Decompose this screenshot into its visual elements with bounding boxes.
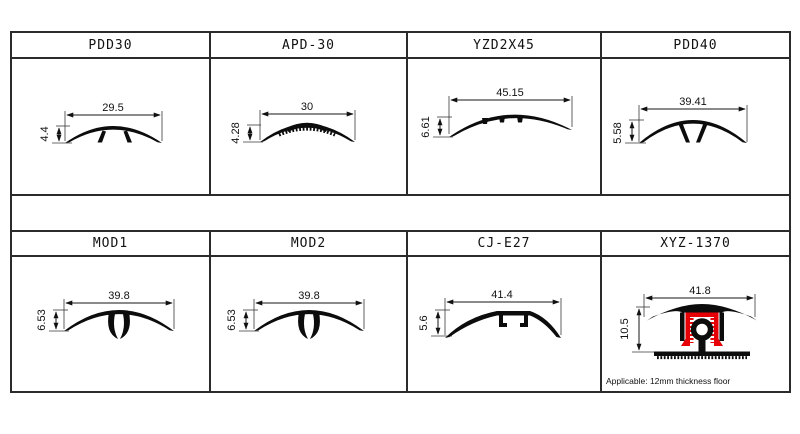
height-dimension: 4.28: [230, 122, 242, 143]
clip-red-bar: [685, 312, 719, 317]
profile-code: APD-30: [282, 37, 335, 53]
width-dimension: 39.8: [108, 290, 129, 302]
width-dimension: 39.8: [298, 290, 319, 302]
drawing-row-1: 29.5 4.4 30 4.28: [12, 59, 789, 196]
height-dimension: 5.6: [418, 315, 430, 330]
header-row-1: PDD30 APD-30 YZD2X45 PDD40: [12, 33, 789, 59]
header-cje27: CJ-E27: [408, 232, 602, 255]
profile-table: PDD30 APD-30 YZD2X45 PDD40 29.5 4.4: [10, 31, 791, 393]
profile-code: PDD40: [673, 37, 718, 53]
profile-code: MOD2: [290, 236, 327, 251]
width-dimension: 29.5: [102, 102, 123, 114]
height-dimension: 6.53: [226, 309, 238, 330]
profile-drawing-mod1: 39.8 6.53: [36, 290, 175, 339]
header-yzd2x45: YZD2X45: [408, 33, 602, 57]
header-apd30: APD-30: [211, 33, 408, 57]
height-dimension: 5.58: [612, 122, 624, 143]
header-pdd40: PDD40: [602, 33, 789, 57]
cell-yzd2x45: 45.15 6.61: [408, 59, 602, 194]
profile-drawing-apd30: 30 4.28: [230, 101, 356, 144]
profile-code: MOD1: [92, 236, 129, 251]
cell-apd30: 30 4.28: [211, 59, 408, 194]
profile-drawing-pdd40: 39.41 5.58: [612, 96, 748, 144]
height-dimension: 4.4: [39, 126, 51, 141]
spacer-row: [12, 196, 789, 232]
cell-xyz1370: 41.8 10.5 App: [602, 257, 789, 391]
drawing-row-2: 39.8 6.53 39.8 6.53: [12, 257, 789, 391]
width-dimension: 41.4: [491, 289, 512, 301]
header-pdd30: PDD30: [12, 33, 211, 57]
profile-code: XYZ-1370: [660, 236, 731, 251]
header-mod2: MOD2: [211, 232, 408, 255]
profile-code: YZD2X45: [473, 37, 535, 53]
header-mod1: MOD1: [12, 232, 211, 255]
header-xyz1370: XYZ-1370: [602, 232, 789, 255]
profile-code: PDD30: [88, 37, 133, 53]
profile-drawing-mod2: 39.8 6.53: [226, 290, 365, 339]
width-dimension: 41.8: [689, 285, 710, 297]
profile-drawing-xyz1370: 41.8 10.5 App: [606, 285, 757, 386]
width-dimension: 39.41: [679, 96, 707, 108]
cell-mod1: 39.8 6.53: [12, 257, 211, 391]
profile-drawing-pdd30: 29.5 4.4: [39, 102, 163, 144]
cell-pdd40: 39.41 5.58: [602, 59, 789, 194]
cell-pdd30: 29.5 4.4: [12, 59, 211, 194]
height-dimension: 6.61: [420, 116, 432, 137]
clip-stem: [698, 336, 706, 354]
profile-drawing-cje27: 41.4 5.6: [418, 289, 562, 338]
width-dimension: 45.15: [496, 87, 524, 99]
width-dimension: 30: [301, 101, 313, 113]
cell-cje27: 41.4 5.6: [408, 257, 602, 391]
profile-drawing-yzd2x45: 45.15 6.61: [420, 87, 573, 138]
profile-code: CJ-E27: [477, 236, 531, 251]
clip-ring: [690, 318, 714, 341]
applicability-note: Applicable: 12mm thickness floor: [606, 376, 730, 386]
height-dimension: 10.5: [619, 318, 631, 339]
height-dimension: 6.53: [36, 309, 48, 330]
cell-mod2: 39.8 6.53: [211, 257, 408, 391]
header-row-2: MOD1 MOD2 CJ-E27 XYZ-1370: [12, 232, 789, 257]
base-track: [654, 351, 750, 356]
